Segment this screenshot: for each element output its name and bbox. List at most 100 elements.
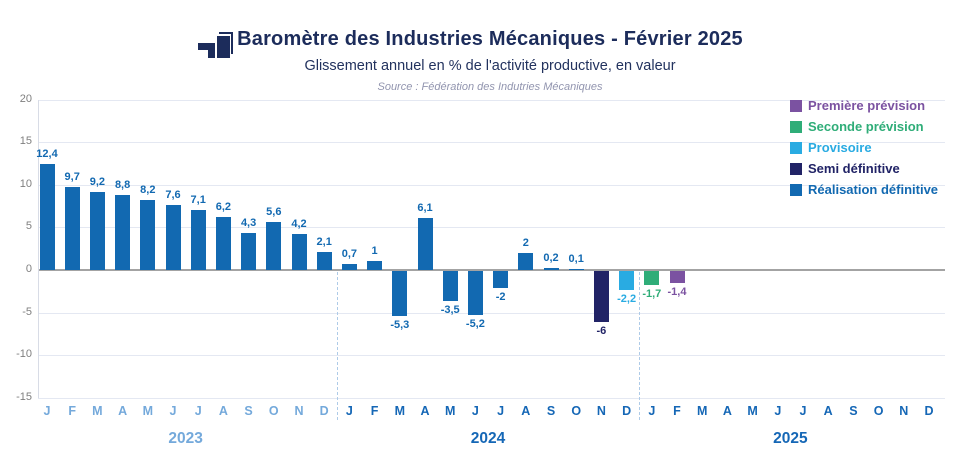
bar-value-label: 9,7 bbox=[64, 171, 80, 184]
legend-label: Semi définitive bbox=[808, 161, 900, 176]
bar-J-2024 bbox=[493, 271, 509, 289]
bar-value-label: 4,3 bbox=[240, 217, 257, 230]
month-label-J-2024: J bbox=[497, 404, 505, 418]
gridline bbox=[38, 99, 945, 101]
y-tick-label: -15 bbox=[16, 390, 32, 403]
bar-S-2023 bbox=[241, 233, 257, 270]
bar-value-label: 8,2 bbox=[140, 184, 156, 197]
bar-value-label: 9,2 bbox=[89, 175, 106, 188]
bar-value-label: 6,1 bbox=[417, 202, 433, 215]
month-label-M-2024: M bbox=[444, 404, 456, 418]
month-label-M-2023: M bbox=[142, 404, 153, 418]
legend-swatch-icon bbox=[790, 120, 802, 133]
bar-J-2023 bbox=[190, 209, 206, 270]
month-label-M-2024: M bbox=[394, 404, 405, 418]
month-label-N-2025: N bbox=[899, 404, 909, 418]
bar-value-label: 0,7 bbox=[341, 248, 358, 261]
bar-value-label: 1 bbox=[371, 245, 378, 258]
month-label-J-2023: J bbox=[194, 404, 202, 418]
bar-O-2024 bbox=[568, 269, 584, 271]
legend-item-provisoire: Provisoire bbox=[790, 137, 978, 158]
page-title: Baromètre des Industries Mécaniques - Fé… bbox=[237, 28, 743, 50]
fim-logo-icon bbox=[198, 32, 233, 58]
month-label-S-2023: S bbox=[244, 404, 253, 418]
year-separator bbox=[639, 272, 641, 420]
bar-N-2023 bbox=[291, 234, 307, 270]
legend-swatch-icon bbox=[790, 99, 802, 112]
month-label-J-2025: J bbox=[648, 404, 656, 418]
month-label-A-2025: A bbox=[722, 404, 732, 418]
bar-value-label: -6 bbox=[596, 325, 607, 338]
zero-axis-line bbox=[38, 269, 945, 271]
legend-swatch-icon bbox=[790, 162, 802, 175]
month-label-S-2024: S bbox=[546, 404, 556, 418]
month-label-A-2024: A bbox=[420, 404, 430, 418]
month-label-N-2023: N bbox=[294, 404, 304, 418]
bar-D-2024 bbox=[619, 271, 635, 290]
bar-A-2023 bbox=[215, 217, 231, 270]
bar-value-label: -3,5 bbox=[440, 303, 460, 316]
gridline bbox=[38, 355, 945, 357]
month-label-J-2024: J bbox=[471, 404, 479, 418]
y-tick-label: 15 bbox=[19, 135, 32, 148]
month-label-J-2023: J bbox=[169, 404, 177, 418]
bar-S-2024 bbox=[543, 268, 559, 270]
month-label-O-2025: O bbox=[873, 404, 884, 418]
legend-label: Première prévision bbox=[808, 98, 926, 113]
month-label-A-2023: A bbox=[218, 404, 228, 418]
bar-J-2024 bbox=[467, 271, 483, 316]
month-label-J-2025: J bbox=[774, 404, 782, 418]
page-subtitle: Glissement annuel en % de l'activité pro… bbox=[304, 58, 676, 74]
month-label-M-2023: M bbox=[92, 404, 103, 418]
bar-value-label: 0,1 bbox=[568, 253, 584, 266]
month-label-S-2025: S bbox=[849, 404, 858, 418]
chart-legend: Première prévision Seconde prévision Pro… bbox=[790, 95, 978, 200]
bar-F-2023 bbox=[64, 187, 80, 270]
bar-value-label: 2,1 bbox=[316, 236, 332, 249]
bar-value-label: -1,4 bbox=[667, 285, 687, 298]
bar-value-label: 6,2 bbox=[215, 201, 232, 214]
bar-M-2023 bbox=[140, 200, 156, 270]
gridline bbox=[38, 312, 945, 314]
bar-value-label: -1,7 bbox=[642, 288, 662, 301]
month-label-J-2024: J bbox=[345, 404, 353, 418]
bar-A-2024 bbox=[518, 252, 534, 270]
year-label-2023: 2023 bbox=[168, 430, 203, 447]
bar-J-2025 bbox=[644, 271, 660, 286]
month-label-D-2024: D bbox=[622, 404, 632, 418]
year-label-2024: 2024 bbox=[470, 430, 506, 447]
legend-label: Réalisation définitive bbox=[808, 182, 939, 197]
bar-D-2023 bbox=[316, 252, 332, 270]
month-label-J-2025: J bbox=[799, 404, 807, 418]
bar-F-2025 bbox=[669, 271, 685, 283]
y-tick-label: -5 bbox=[22, 305, 32, 318]
month-label-J-2023: J bbox=[43, 404, 51, 418]
legend-label: Provisoire bbox=[808, 140, 872, 155]
month-label-F-2024: F bbox=[370, 404, 379, 418]
bar-value-label: -5,3 bbox=[390, 319, 410, 332]
gridline bbox=[38, 142, 945, 144]
bar-value-label: 0,2 bbox=[543, 252, 559, 265]
bar-J-2023 bbox=[165, 205, 181, 270]
bar-J-2023 bbox=[39, 164, 55, 270]
y-axis-line bbox=[38, 99, 39, 398]
bar-M-2023 bbox=[89, 191, 105, 270]
month-label-A-2023: A bbox=[118, 404, 128, 418]
bar-value-label: -5,2 bbox=[465, 318, 485, 331]
bar-N-2024 bbox=[593, 271, 609, 323]
bar-value-label: 7,1 bbox=[190, 193, 206, 206]
month-label-F-2023: F bbox=[68, 404, 76, 418]
bar-A-2023 bbox=[115, 195, 131, 270]
bar-value-label: 7,6 bbox=[165, 189, 181, 202]
month-label-M-2025: M bbox=[696, 404, 708, 418]
bar-value-label: 12,4 bbox=[36, 148, 58, 161]
bar-value-label: 2 bbox=[522, 236, 529, 249]
month-label-O-2023: O bbox=[268, 404, 279, 418]
month-label-O-2024: O bbox=[571, 404, 582, 418]
source-caption: Source : Fédération des Indutries Mécani… bbox=[377, 81, 603, 93]
legend-swatch-icon bbox=[790, 141, 802, 154]
month-label-A-2025: A bbox=[823, 404, 833, 418]
legend-item-premiere-prevision: Première prévision bbox=[790, 95, 978, 116]
legend-item-semi-definitive: Semi définitive bbox=[790, 158, 978, 179]
